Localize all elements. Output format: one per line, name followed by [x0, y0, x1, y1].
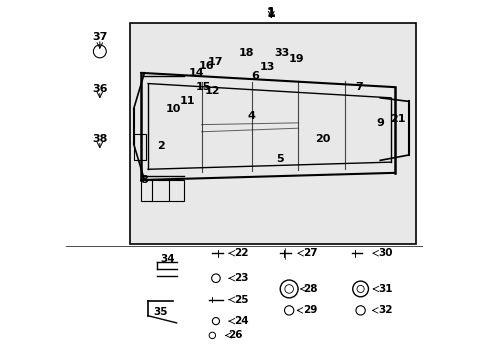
- Text: 21: 21: [389, 114, 405, 124]
- Text: 18: 18: [238, 48, 254, 58]
- Text: 4: 4: [247, 111, 255, 121]
- Text: 2: 2: [156, 141, 164, 151]
- Text: 25: 25: [233, 295, 248, 305]
- Text: 35: 35: [153, 307, 167, 317]
- Bar: [134, 134, 146, 160]
- Text: 11: 11: [179, 96, 195, 107]
- FancyBboxPatch shape: [130, 23, 415, 244]
- Text: 12: 12: [204, 86, 220, 96]
- Text: 28: 28: [303, 284, 317, 294]
- Text: 8: 8: [141, 175, 148, 185]
- Text: 13: 13: [260, 63, 275, 72]
- Bar: [141, 180, 183, 202]
- Text: 24: 24: [233, 316, 248, 326]
- Text: 36: 36: [92, 84, 107, 94]
- Text: 17: 17: [208, 57, 223, 67]
- Text: 5: 5: [276, 154, 284, 163]
- Text: 31: 31: [378, 284, 392, 294]
- Text: 30: 30: [378, 248, 392, 258]
- Text: 29: 29: [303, 305, 317, 315]
- Text: 23: 23: [233, 273, 248, 283]
- Text: 6: 6: [251, 71, 259, 81]
- Text: 15: 15: [195, 82, 211, 92]
- Text: 38: 38: [92, 134, 107, 144]
- Text: 37: 37: [92, 32, 107, 42]
- Text: 32: 32: [378, 305, 392, 315]
- Text: 26: 26: [228, 330, 243, 341]
- Text: 33: 33: [274, 48, 289, 58]
- Text: 10: 10: [165, 104, 181, 113]
- Text: 20: 20: [315, 134, 330, 144]
- Text: 14: 14: [188, 68, 203, 78]
- Text: 27: 27: [303, 248, 317, 258]
- Text: 22: 22: [233, 248, 248, 258]
- Text: 1: 1: [266, 8, 275, 21]
- Text: 16: 16: [199, 61, 214, 71]
- Text: 9: 9: [376, 118, 384, 128]
- Text: 7: 7: [354, 82, 362, 92]
- Text: 19: 19: [288, 54, 304, 64]
- Text: 1: 1: [266, 6, 275, 19]
- Text: 34: 34: [160, 253, 175, 264]
